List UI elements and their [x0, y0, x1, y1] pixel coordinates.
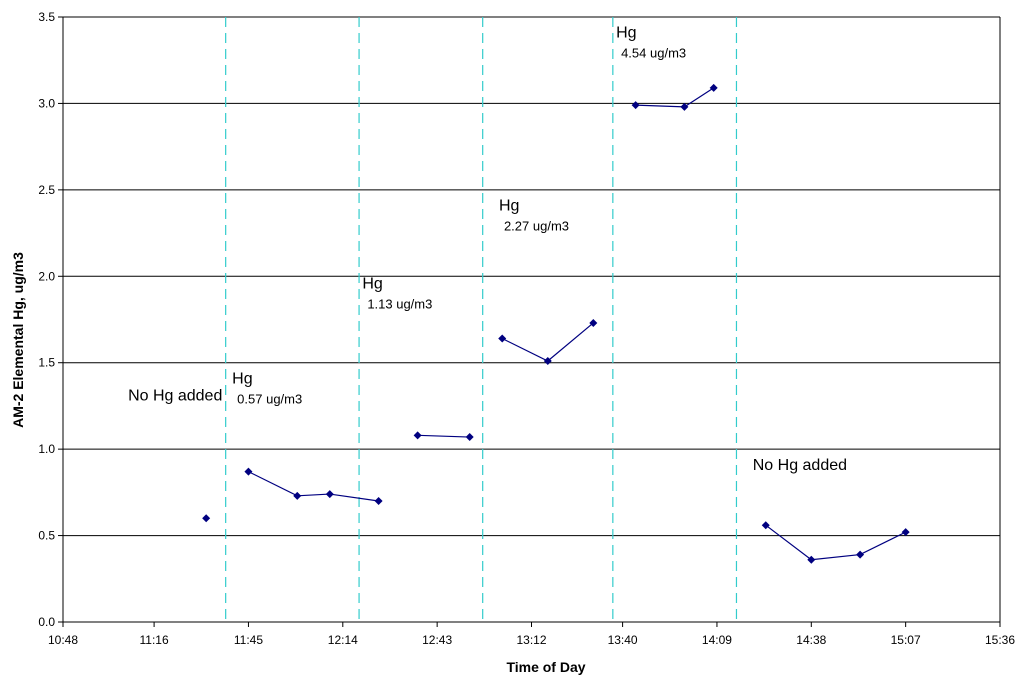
annotation-text: Hg	[616, 25, 636, 42]
y-tick-label: 0.0	[38, 615, 55, 629]
y-tick-label: 1.5	[38, 356, 55, 370]
data-point	[325, 490, 334, 499]
annotation-text: No Hg added	[128, 388, 222, 405]
series-line	[417, 434, 470, 438]
series-line	[635, 87, 715, 108]
data-point	[543, 356, 552, 365]
data-point	[374, 497, 383, 505]
x-tick-label: 10:48	[48, 633, 78, 647]
data-point	[202, 514, 211, 523]
annotation-text: Hg	[499, 198, 519, 215]
series	[202, 83, 910, 564]
annotation-text: Hg	[232, 370, 252, 387]
data-point	[589, 318, 598, 327]
data-point	[807, 555, 816, 564]
x-tick-label: 14:38	[796, 633, 826, 647]
x-tick-label: 15:07	[891, 633, 921, 647]
y-tick-label: 3.5	[38, 10, 55, 24]
annotation-text: 2.27 ug/m3	[504, 219, 569, 234]
y-axis-title: AM-2 Elemental Hg, ug/m3	[10, 252, 26, 428]
x-tick-label: 13:12	[516, 633, 546, 647]
x-tick-label: 11:45	[234, 633, 263, 647]
series-line	[248, 471, 379, 502]
phase-dividers	[225, 17, 738, 622]
data-point	[901, 528, 910, 537]
annotation-text: 4.54 ug/m3	[621, 46, 686, 61]
y-tick-label: 2.0	[38, 269, 55, 283]
x-tick-label: 11:16	[140, 633, 169, 647]
data-point	[498, 334, 507, 343]
axes: 0.0 0.5 1.0 1.5 2.0 2.5 3.0 3.5 10:48 11:16 11:45 1…	[38, 10, 1015, 647]
y-tick-label: 1.0	[38, 442, 55, 456]
data-point	[293, 491, 302, 500]
x-tick-label: 13:40	[608, 633, 638, 647]
data-point	[465, 433, 474, 442]
annotation-text: 1.13 ug/m3	[367, 296, 432, 311]
data-point	[413, 431, 422, 440]
x-tick-label: 12:43	[422, 633, 452, 647]
data-point	[631, 101, 640, 110]
annotations: No Hg added Hg 0.57 ug/m3 Hg 1.13 ug/m3 Hg 2.2…	[128, 25, 847, 474]
x-tick-label: 12:14	[328, 633, 358, 647]
data-point	[709, 83, 718, 92]
data-point	[680, 102, 689, 111]
data-point	[856, 550, 865, 559]
annotation-text: No Hg added	[753, 457, 847, 474]
data-point	[244, 467, 253, 476]
y-tick-label: 3.0	[38, 96, 55, 110]
y-tick-label: 2.5	[38, 183, 55, 197]
x-axis-title: Time of Day	[506, 659, 585, 675]
data-point	[761, 521, 770, 530]
series-line	[765, 524, 906, 561]
x-tick-label: 14:09	[702, 633, 732, 647]
x-tick-label: 15:36	[985, 633, 1015, 647]
gridlines	[63, 16, 1000, 623]
annotation-text: Hg	[362, 275, 382, 292]
y-tick-label: 0.5	[38, 529, 55, 543]
annotation-text: 0.57 ug/m3	[237, 391, 302, 406]
series-line	[501, 322, 594, 362]
